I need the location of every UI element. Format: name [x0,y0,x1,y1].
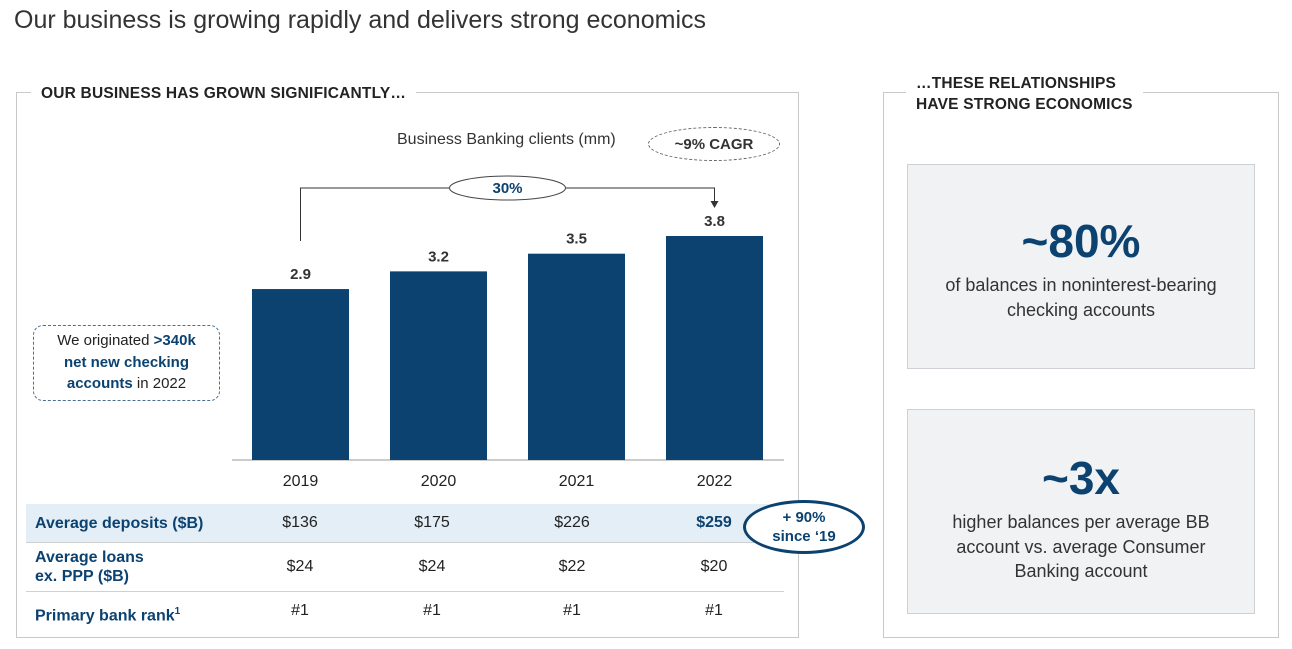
row-label-text: Primary bank rank [35,607,175,625]
callout-highlight-count: >340k [153,332,196,349]
tick-label-2019: 2019 [283,473,319,490]
row-divider [26,591,784,592]
relationship-economics-panel: …THESE RELATIONSHIPS HAVE STRONG ECONOMI… [883,73,1279,638]
business-growth-panel: OUR BUSINESS HAS GROWN SIGNIFICANTLY… [16,84,799,638]
table-cell: #1 [291,602,309,619]
business-growth-heading: OUR BUSINESS HAS GROWN SIGNIFICANTLY… [31,84,417,104]
value-label-2021: 3.5 [566,231,587,248]
cagr-badge: ~9% CAGR [648,127,780,161]
table-cell: $226 [554,514,590,531]
table-cell: $175 [414,514,450,531]
deposit-growth-badge: + 90% since ‘19 [743,500,865,554]
value-label-2019: 2.9 [290,266,311,283]
row-label: Primary bank rank1 [35,602,180,625]
row-divider [26,542,784,543]
growth-badge-line-1: + 90% [782,509,826,526]
table-cell: $136 [282,514,318,531]
bar-2019 [252,289,349,460]
stat-value: ~80% [1021,215,1141,267]
average-deposits-row: Average deposits ($B) $136 $175 $226 $25… [26,504,784,542]
primary-bank-rank-row: Primary bank rank1 #1 #1 #1 #1 [26,592,784,632]
tick-label-2021: 2021 [559,473,595,490]
heading-line-1: …THESE RELATIONSHIPS [916,75,1117,92]
stat-value: ~3x [1041,452,1121,504]
row-label-line-2: ex. PPP ($B) [35,568,129,585]
growth-label: 30% [492,180,522,197]
bar-2021 [528,253,625,460]
heading-line-2: HAVE STRONG ECONOMICS [916,96,1133,113]
callout-highlight-accounts: accounts [66,375,133,392]
growth-badge-line-2: since ‘19 [772,528,836,545]
chart-title: Business Banking clients (mm) [397,131,616,148]
tick-label-2022: 2022 [697,473,733,490]
table-cell: #1 [563,602,581,619]
row-label: Average loans ex. PPP ($B) [35,548,144,586]
growth-label-oval [449,175,566,201]
table-cell: $24 [286,558,314,575]
row-label: Average deposits ($B) [35,515,204,532]
callout-highlight-text: net new checking [63,353,190,371]
growth-bracket-arrowhead [710,201,719,208]
table-cell: $259 [696,514,732,531]
bb-balance-multiple-stat: ~3x higher balances per average BB accou… [907,409,1255,614]
tick-label-2020: 2020 [421,473,457,490]
table-cell: #1 [705,602,723,619]
value-label-2020: 3.2 [428,248,449,265]
row-label-line-1: Average loans [35,549,144,566]
checking-accounts-callout: We originated >340k net new checking acc… [33,325,220,401]
relationship-economics-heading: …THESE RELATIONSHIPS HAVE STRONG ECONOMI… [906,73,1143,115]
table-cell: $22 [558,558,586,575]
average-loans-row: Average loans ex. PPP ($B) $24 $24 $22 $… [26,543,784,591]
table-cell: #1 [423,602,441,619]
footnote-marker: 1 [174,606,181,617]
table-cell: $24 [418,558,446,575]
bar-2020 [390,271,487,460]
bar-2022 [666,236,763,460]
page-title: Our business is growing rapidly and deli… [14,6,706,34]
value-label-2022: 3.8 [704,213,725,230]
stat-description: of balances in noninterest-bearing check… [945,275,1217,320]
noninterest-balances-stat: ~80% of balances in noninterest-bearing … [907,164,1255,369]
stat-description: higher balances per average BB account v… [952,512,1210,581]
callout-suffix: in 2022 [132,375,187,392]
callout-prefix: We originated [57,332,154,349]
table-cell: $20 [700,558,728,575]
